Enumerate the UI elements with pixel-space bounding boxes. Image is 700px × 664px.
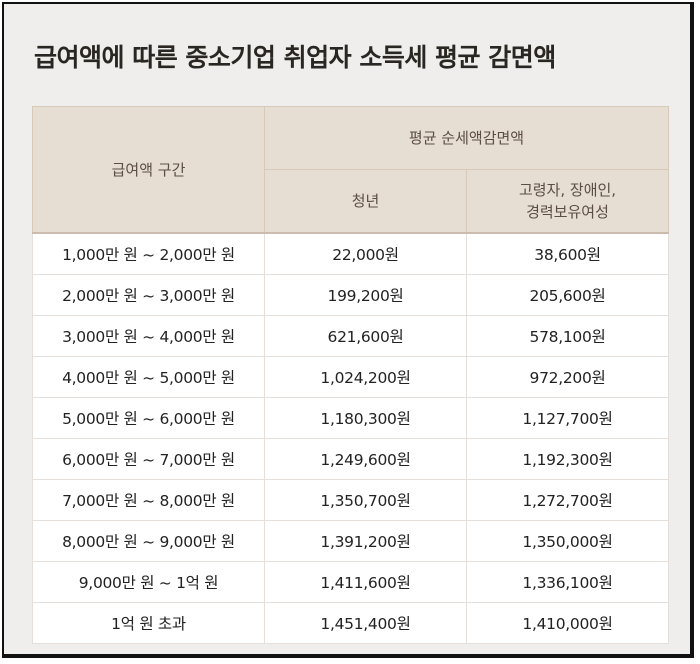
table-row: 7,000만 원 ~ 8,000만 원 1,350,700원 1,272,700… bbox=[32, 479, 670, 521]
header-average-reduction: 평균 순세액감면액 bbox=[263, 106, 670, 170]
table-row: 5,000만 원 ~ 6,000만 원 1,180,300원 1,127,700… bbox=[32, 397, 670, 439]
table-row: 6,000만 원 ~ 7,000만 원 1,249,600원 1,192,300… bbox=[32, 438, 670, 480]
tax-reduction-table: 급여액 구간 평균 순세액감면액 청년 고령자, 장애인, 경력보유여성 1,0… bbox=[32, 106, 670, 644]
table-row: 3,000만 원 ~ 4,000만 원 621,600원 578,100원 bbox=[32, 315, 670, 357]
youth-reduction-cell: 22,000원 bbox=[264, 232, 467, 275]
salary-range-cell: 6,000만 원 ~ 7,000만 원 bbox=[32, 438, 265, 480]
table-row: 2,000만 원 ~ 3,000만 원 199,200원 205,600원 bbox=[32, 274, 670, 316]
youth-reduction-cell: 1,249,600원 bbox=[264, 438, 467, 480]
table-row: 9,000만 원 ~ 1억 원 1,411,600원 1,336,100원 bbox=[32, 561, 670, 603]
header-youth: 청년 bbox=[264, 169, 467, 234]
other-reduction-cell: 1,272,700원 bbox=[465, 479, 670, 521]
salary-range-cell: 3,000만 원 ~ 4,000만 원 bbox=[32, 315, 265, 357]
youth-reduction-cell: 621,600원 bbox=[264, 315, 467, 357]
other-reduction-cell: 1,410,000원 bbox=[465, 602, 670, 644]
other-reduction-cell: 1,192,300원 bbox=[465, 438, 670, 480]
salary-range-cell: 5,000만 원 ~ 6,000만 원 bbox=[32, 397, 265, 439]
youth-reduction-cell: 1,451,400원 bbox=[264, 602, 467, 644]
salary-range-cell: 9,000만 원 ~ 1억 원 bbox=[32, 561, 265, 603]
youth-reduction-cell: 1,391,200원 bbox=[264, 520, 467, 562]
page-frame: 급여액에 따른 중소기업 취업자 소득세 평균 감면액 급여액 구간 평균 순세… bbox=[2, 2, 694, 658]
salary-range-cell: 1억 원 초과 bbox=[32, 602, 265, 644]
salary-range-cell: 2,000만 원 ~ 3,000만 원 bbox=[32, 274, 265, 316]
youth-reduction-cell: 1,180,300원 bbox=[264, 397, 467, 439]
table-row: 8,000만 원 ~ 9,000만 원 1,391,200원 1,350,000… bbox=[32, 520, 670, 562]
other-reduction-cell: 972,200원 bbox=[465, 356, 670, 398]
salary-range-cell: 8,000만 원 ~ 9,000만 원 bbox=[32, 520, 265, 562]
header-salary-range: 급여액 구간 bbox=[32, 106, 265, 234]
other-reduction-cell: 1,127,700원 bbox=[465, 397, 670, 439]
other-reduction-cell: 578,100원 bbox=[465, 315, 670, 357]
other-reduction-cell: 1,350,000원 bbox=[465, 520, 670, 562]
salary-range-cell: 1,000만 원 ~ 2,000만 원 bbox=[32, 232, 265, 275]
header-elderly-disabled-career-women: 고령자, 장애인, 경력보유여성 bbox=[465, 169, 670, 234]
page-title: 급여액에 따른 중소기업 취업자 소득세 평균 감면액 bbox=[34, 43, 556, 72]
table-row: 1,000만 원 ~ 2,000만 원 22,000원 38,600원 bbox=[32, 232, 670, 275]
salary-range-cell: 4,000만 원 ~ 5,000만 원 bbox=[32, 356, 265, 398]
youth-reduction-cell: 199,200원 bbox=[264, 274, 467, 316]
other-reduction-cell: 38,600원 bbox=[465, 232, 670, 275]
other-reduction-cell: 1,336,100원 bbox=[465, 561, 670, 603]
table-row: 1억 원 초과 1,451,400원 1,410,000원 bbox=[32, 602, 670, 644]
header-other-line1: 고령자, 장애인, bbox=[518, 181, 617, 199]
salary-range-cell: 7,000만 원 ~ 8,000만 원 bbox=[32, 479, 265, 521]
header-other-line2: 경력보유여성 bbox=[526, 203, 609, 221]
youth-reduction-cell: 1,350,700원 bbox=[264, 479, 467, 521]
other-reduction-cell: 205,600원 bbox=[465, 274, 670, 316]
youth-reduction-cell: 1,411,600원 bbox=[264, 561, 467, 603]
table-row: 4,000만 원 ~ 5,000만 원 1,024,200원 972,200원 bbox=[32, 356, 670, 398]
youth-reduction-cell: 1,024,200원 bbox=[264, 356, 467, 398]
